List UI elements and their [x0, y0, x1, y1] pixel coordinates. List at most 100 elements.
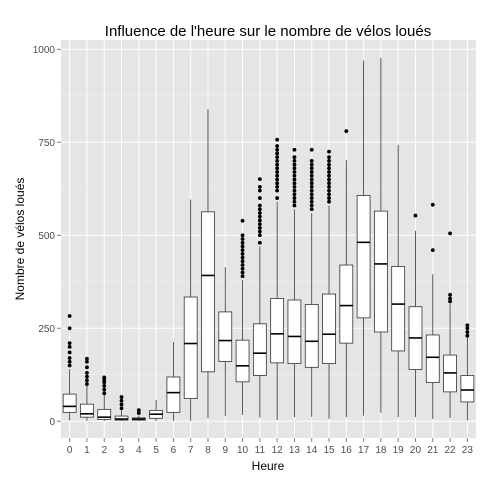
- box-hour-1: [80, 356, 94, 421]
- outlier-point: [413, 213, 418, 218]
- outlier-point: [85, 359, 89, 364]
- outlier-point: [257, 185, 262, 189]
- outlier-point: [327, 149, 331, 154]
- outlier-point: [257, 188, 262, 193]
- box-body: [235, 339, 250, 383]
- box-hour-11: [252, 177, 267, 418]
- box-body: [97, 408, 112, 420]
- outlier-point: [292, 177, 297, 182]
- outlier-point: [292, 196, 297, 200]
- outlier-point: [292, 170, 297, 174]
- outlier-point: [119, 395, 124, 399]
- outlier-point: [309, 170, 314, 174]
- box-hour-19: [391, 144, 406, 418]
- outlier-point: [309, 147, 314, 152]
- box-body: [304, 304, 319, 368]
- outlier-point: [448, 299, 452, 304]
- x-tick-label: 11: [255, 445, 266, 456]
- box-body: [374, 210, 388, 333]
- outlier-point: [292, 166, 297, 171]
- outlier-point: [67, 350, 72, 355]
- x-tick-label: 22: [445, 445, 457, 456]
- y-tick-label: 1000: [33, 45, 56, 56]
- outlier-point: [119, 398, 124, 403]
- outlier-point: [102, 384, 107, 388]
- outlier-point: [257, 233, 262, 238]
- outlier-point: [275, 185, 280, 189]
- outlier-point: [309, 158, 314, 163]
- outlier-point: [465, 326, 470, 331]
- outlier-point: [67, 314, 72, 318]
- box-body: [356, 195, 371, 319]
- outlier-point: [85, 378, 89, 383]
- box-hour-12: [270, 137, 285, 421]
- box-hour-9: [218, 267, 233, 417]
- x-tick-label: 7: [188, 445, 194, 456]
- outlier-point: [292, 192, 297, 197]
- outlier-point: [240, 259, 245, 264]
- chart-title: Influence de l'heure sur le nombre de vé…: [105, 23, 431, 40]
- outlier-point: [275, 196, 280, 200]
- box-hour-5: [149, 400, 163, 421]
- outlier-point: [309, 203, 314, 208]
- outlier-point: [240, 237, 245, 241]
- outlier-point: [275, 155, 280, 160]
- x-tick-label: 1: [84, 445, 90, 456]
- box-hour-21: [425, 202, 440, 420]
- outlier-point: [327, 192, 331, 197]
- outlier-point: [240, 274, 245, 279]
- x-tick-label: 14: [306, 445, 318, 456]
- outlier-point: [67, 356, 72, 360]
- outlier-point: [67, 363, 72, 368]
- outlier-point: [430, 202, 435, 207]
- box-hour-13: [287, 147, 302, 418]
- outlier-point: [257, 222, 262, 227]
- x-axis: 0 1 2 3 4 5 6 7 8 9 10 11 12 13 14 15 16 17 18 19 20 21 22 23: [67, 438, 473, 456]
- outlier-point: [344, 129, 349, 134]
- outlier-point: [85, 374, 89, 379]
- outlier-point: [102, 380, 107, 385]
- x-tick-label: 12: [272, 445, 284, 456]
- outlier-point: [309, 196, 314, 200]
- outlier-point: [292, 185, 297, 189]
- outlier-point: [275, 151, 280, 156]
- x-tick-label: 3: [119, 445, 125, 456]
- box-body: [201, 211, 215, 373]
- outlier-point: [85, 382, 89, 386]
- box-body: [425, 334, 440, 383]
- box-hour-14: [304, 147, 319, 417]
- outlier-point: [309, 177, 314, 182]
- box-hour-18: [374, 57, 388, 413]
- x-tick-label: 6: [171, 445, 177, 456]
- outlier-point: [275, 144, 280, 148]
- box-series: [62, 57, 475, 421]
- outlier-point: [275, 170, 280, 174]
- outlier-point: [309, 162, 314, 167]
- outlier-point: [309, 207, 314, 212]
- y-tick-label: 750: [38, 138, 55, 149]
- outlier-point: [275, 166, 280, 171]
- outlier-point: [448, 296, 452, 301]
- x-tick-label: 2: [101, 445, 107, 456]
- box-hour-23: [460, 323, 475, 421]
- box-hour-3: [114, 395, 129, 421]
- outlier-point: [257, 211, 262, 215]
- box-hour-10: [235, 218, 250, 415]
- outlier-point: [240, 255, 245, 260]
- x-axis-label: Heure: [252, 459, 285, 473]
- outlier-point: [275, 181, 280, 186]
- outlier-point: [257, 196, 262, 200]
- x-tick-label: 5: [153, 445, 159, 456]
- outlier-point: [327, 158, 331, 163]
- outlier-point: [136, 411, 141, 415]
- outlier-point: [309, 192, 314, 197]
- box-body: [166, 376, 181, 413]
- x-tick-label: 20: [410, 445, 422, 456]
- box-hour-20: [408, 213, 423, 418]
- outlier-point: [240, 263, 245, 267]
- outlier-point: [309, 166, 314, 171]
- outlier-point: [292, 188, 297, 193]
- box-hour-15: [322, 149, 336, 419]
- outlier-point: [327, 181, 331, 186]
